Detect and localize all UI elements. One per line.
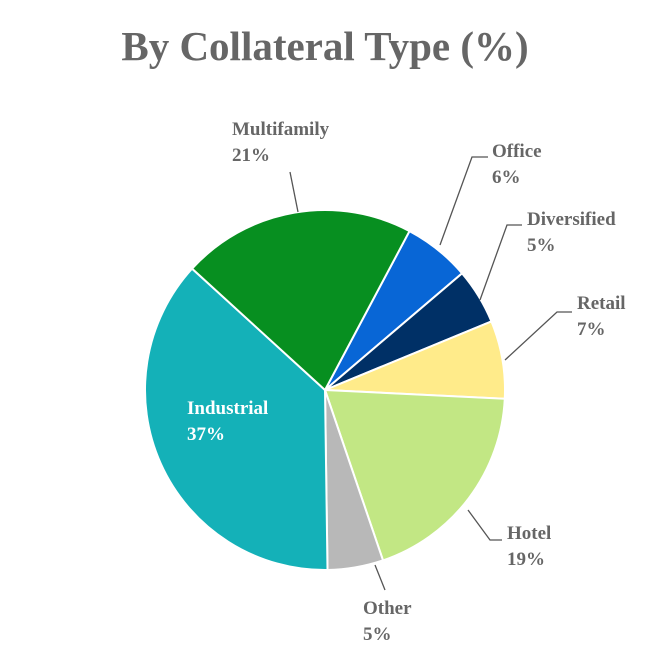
leader-line — [289, 171, 299, 213]
slice-value: 37% — [187, 424, 225, 445]
slice-value: 21% — [232, 145, 270, 166]
slice-label: Industrial — [187, 398, 268, 419]
chart-title: By Collateral Type (%) — [121, 23, 528, 69]
slice-value: 6% — [492, 167, 521, 188]
leader-line — [504, 311, 572, 361]
pie-slice — [144, 267, 329, 571]
leader-line — [479, 224, 522, 301]
slice-label: Retail — [577, 293, 626, 314]
leader-line — [439, 156, 488, 246]
slice-value: 19% — [507, 549, 545, 570]
slice-value: 7% — [577, 319, 606, 340]
slice-value: 5% — [363, 624, 392, 645]
slice-label: Diversified — [527, 209, 616, 230]
slice-label: Hotel — [507, 523, 551, 544]
slice-value: 5% — [527, 235, 556, 256]
leader-line — [467, 509, 502, 541]
slice-label: Office — [492, 141, 542, 162]
slice-label: Multifamily — [232, 119, 330, 140]
slice-label: Other — [363, 598, 412, 619]
pie-slice — [190, 209, 411, 392]
leader-line — [374, 564, 386, 591]
pie-slice — [323, 388, 506, 562]
